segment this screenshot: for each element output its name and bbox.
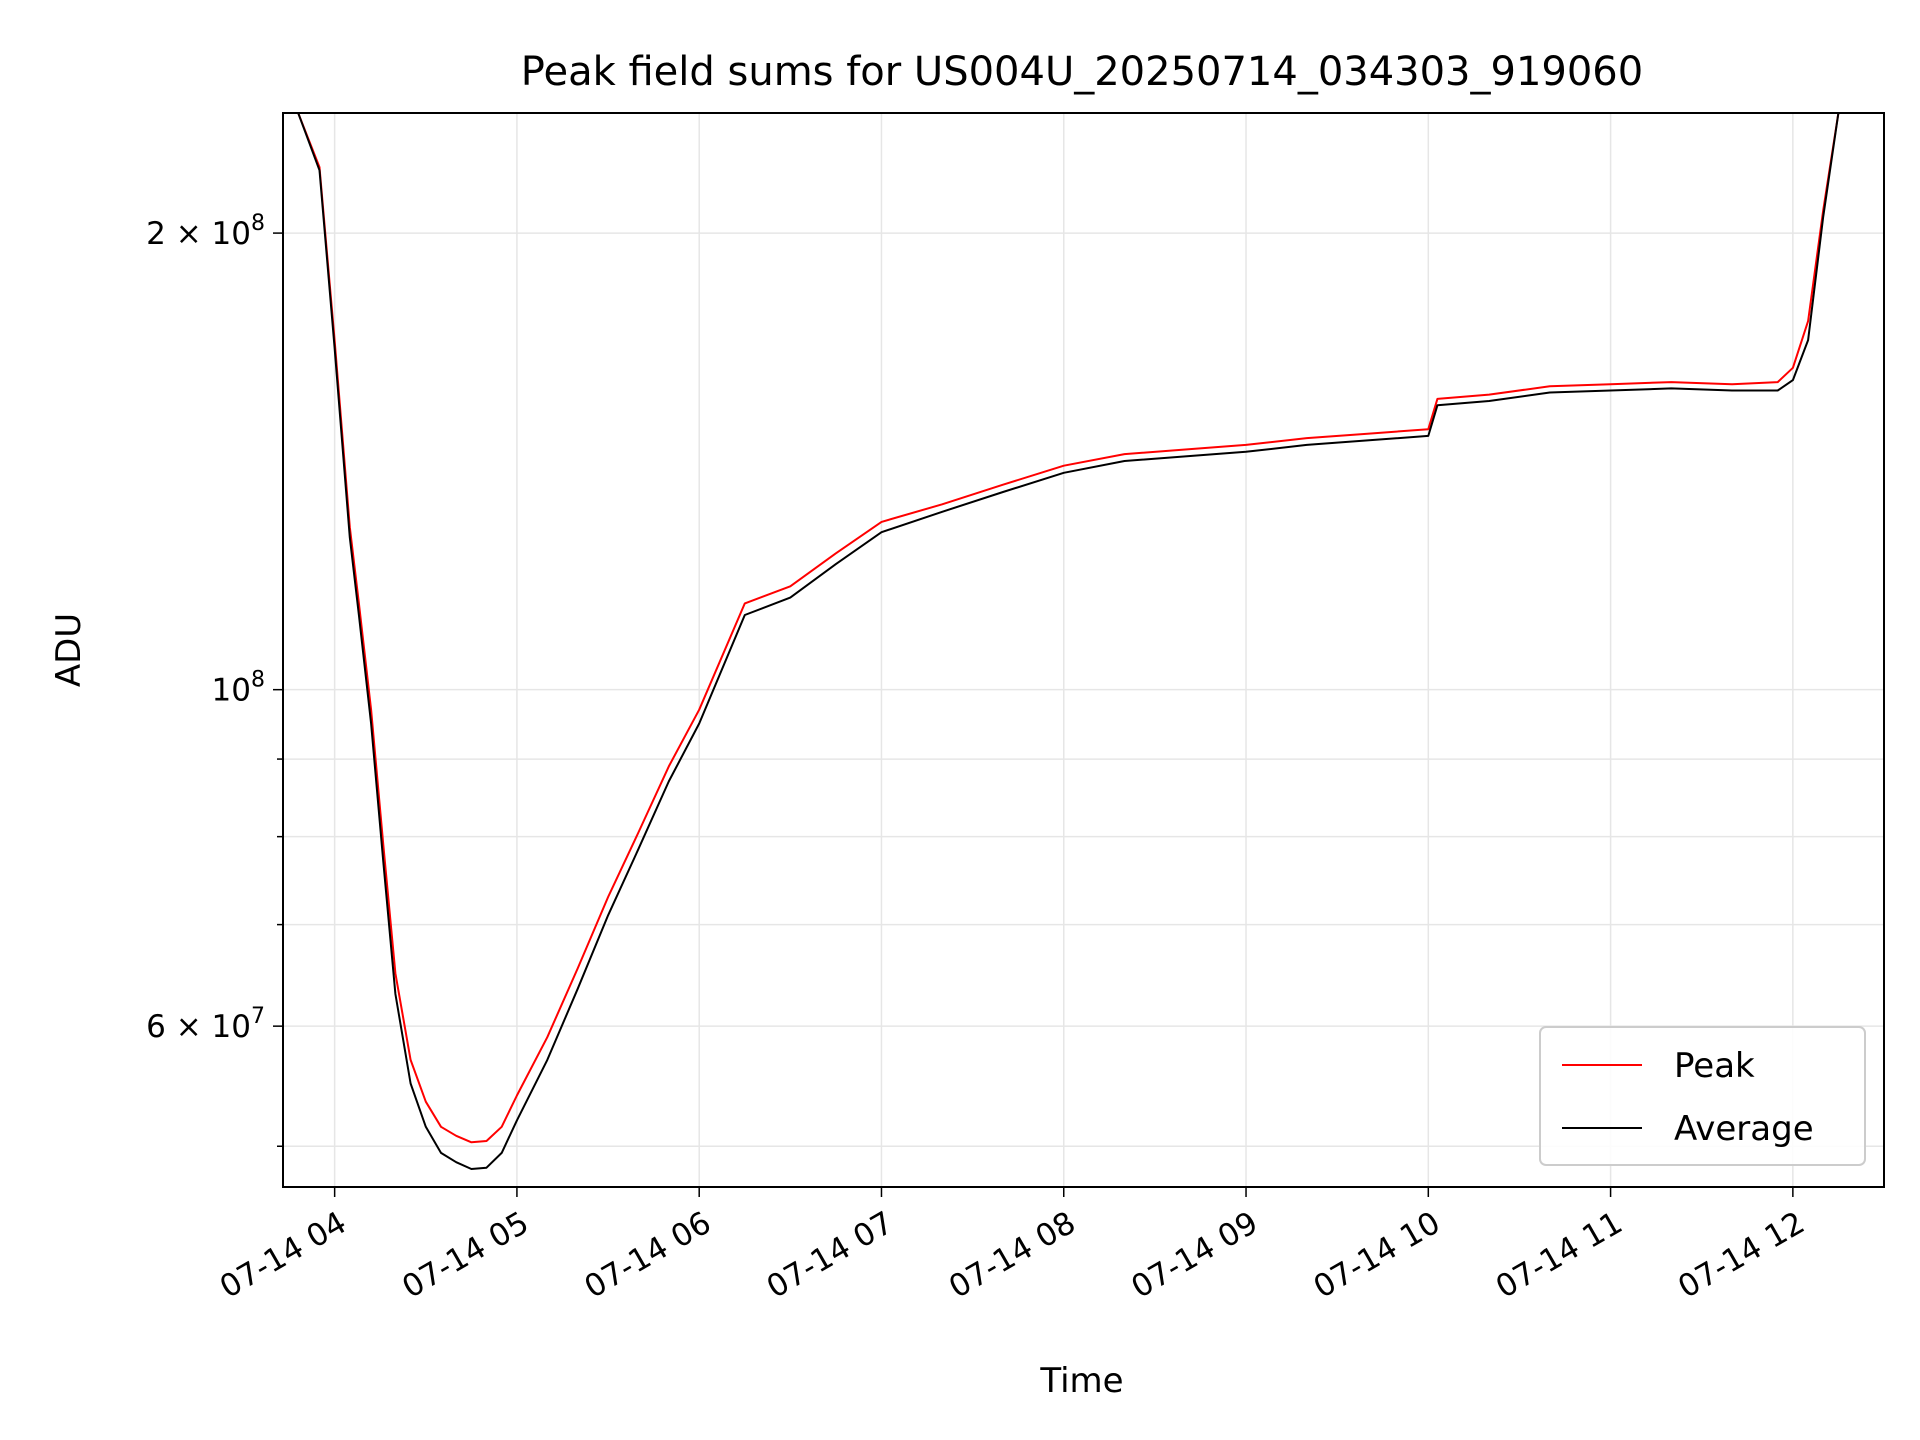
y-tick-exponent: 8	[251, 668, 265, 693]
y-tick-label: 6 × 107	[146, 1004, 265, 1045]
legend-label-average: Average	[1674, 1109, 1814, 1149]
series-line-peak	[297, 113, 1840, 1144]
x-axis-label: Time	[1039, 1361, 1123, 1401]
y-tick-exponent: 8	[251, 211, 265, 236]
y-axis-label: ADU	[49, 613, 89, 687]
y-tick-base: 10	[212, 673, 251, 709]
legend: Peak Average	[1539, 1026, 1866, 1166]
y-tick-mantissa: 6 ×	[146, 1009, 211, 1045]
y-tick-mantissa: 2 ×	[146, 216, 211, 252]
y-tick-label: 108	[212, 668, 265, 709]
legend-label-peak: Peak	[1674, 1046, 1755, 1086]
y-tick-base: 10	[212, 216, 251, 252]
axes-frame	[282, 112, 1885, 1188]
chart-title: Peak field sums for US004U_20250714_0343…	[521, 49, 1643, 95]
y-tick-exponent: 7	[251, 1004, 265, 1029]
legend-box	[1539, 1026, 1866, 1166]
y-tick-label: 2 × 108	[146, 211, 265, 252]
y-tick-base: 10	[212, 1009, 251, 1045]
series-line-average	[297, 113, 1840, 1170]
